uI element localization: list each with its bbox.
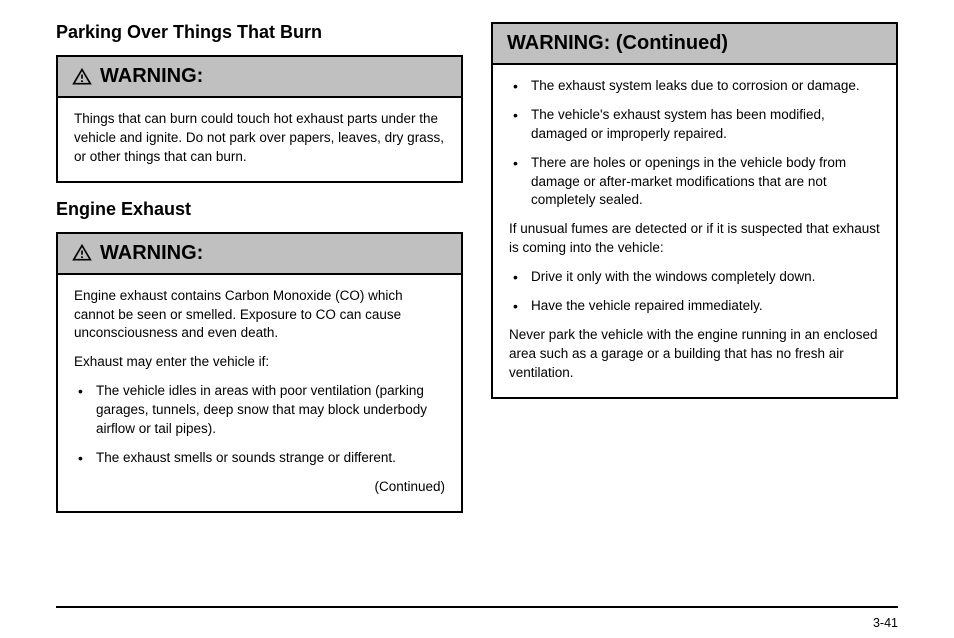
footer-rule <box>56 606 898 609</box>
right-column: WARNING: (Continued) The exhaust system … <box>491 22 898 616</box>
warning-header: WARNING: <box>58 57 461 98</box>
warning-bullets: The exhaust system leaks due to corrosio… <box>509 77 880 210</box>
warning-title: WARNING: <box>100 242 203 265</box>
bullet-item: The exhaust smells or sounds strange or … <box>74 449 445 468</box>
warning-box-exhaust: WARNING: Engine exhaust contains Carbon … <box>56 232 463 513</box>
warning-lead: Exhaust may enter the vehicle if: <box>74 353 445 372</box>
warning-body-continued: The exhaust system leaks due to corrosio… <box>493 65 896 397</box>
warning-body-parking: Things that can burn could touch hot exh… <box>58 98 461 181</box>
heading-exhaust: Engine Exhaust <box>56 199 463 220</box>
warning-text: Things that can burn could touch hot exh… <box>74 110 445 167</box>
caution-triangle-icon <box>72 243 92 263</box>
warning-box-continued: WARNING: (Continued) The exhaust system … <box>491 22 898 399</box>
page-content: Parking Over Things That Burn WARNING: T… <box>56 22 898 616</box>
warning-closing: Never park the vehicle with the engine r… <box>509 326 880 383</box>
bullet-item: There are holes or openings in the vehic… <box>509 154 880 211</box>
continued-label: (Continued) <box>74 478 445 497</box>
warning-header-continued: WARNING: (Continued) <box>493 24 896 65</box>
warning-bullets: The vehicle idles in areas with poor ven… <box>74 382 445 468</box>
bullet-item: The exhaust system leaks due to corrosio… <box>509 77 880 96</box>
page-number: 3-41 <box>873 616 898 630</box>
warning-box-parking: WARNING: Things that can burn could touc… <box>56 55 463 183</box>
bullet-item: The vehicle's exhaust system has been mo… <box>509 106 880 144</box>
warning-title: WARNING: <box>100 65 203 88</box>
warning-title-continued: WARNING: (Continued) <box>507 32 728 55</box>
warning-mid-para: If unusual fumes are detected or if it i… <box>509 220 880 258</box>
bullet-item: Have the vehicle repaired immediately. <box>509 297 880 316</box>
bullet-item: The vehicle idles in areas with poor ven… <box>74 382 445 439</box>
warning-intro: Engine exhaust contains Carbon Monoxide … <box>74 287 445 344</box>
heading-parking: Parking Over Things That Burn <box>56 22 463 43</box>
caution-triangle-icon <box>72 67 92 87</box>
bullet-item: Drive it only with the windows completel… <box>509 268 880 287</box>
warning-bullets: Drive it only with the windows completel… <box>509 268 880 316</box>
left-column: Parking Over Things That Burn WARNING: T… <box>56 22 463 616</box>
warning-body-exhaust: Engine exhaust contains Carbon Monoxide … <box>58 275 461 511</box>
warning-header: WARNING: <box>58 234 461 275</box>
